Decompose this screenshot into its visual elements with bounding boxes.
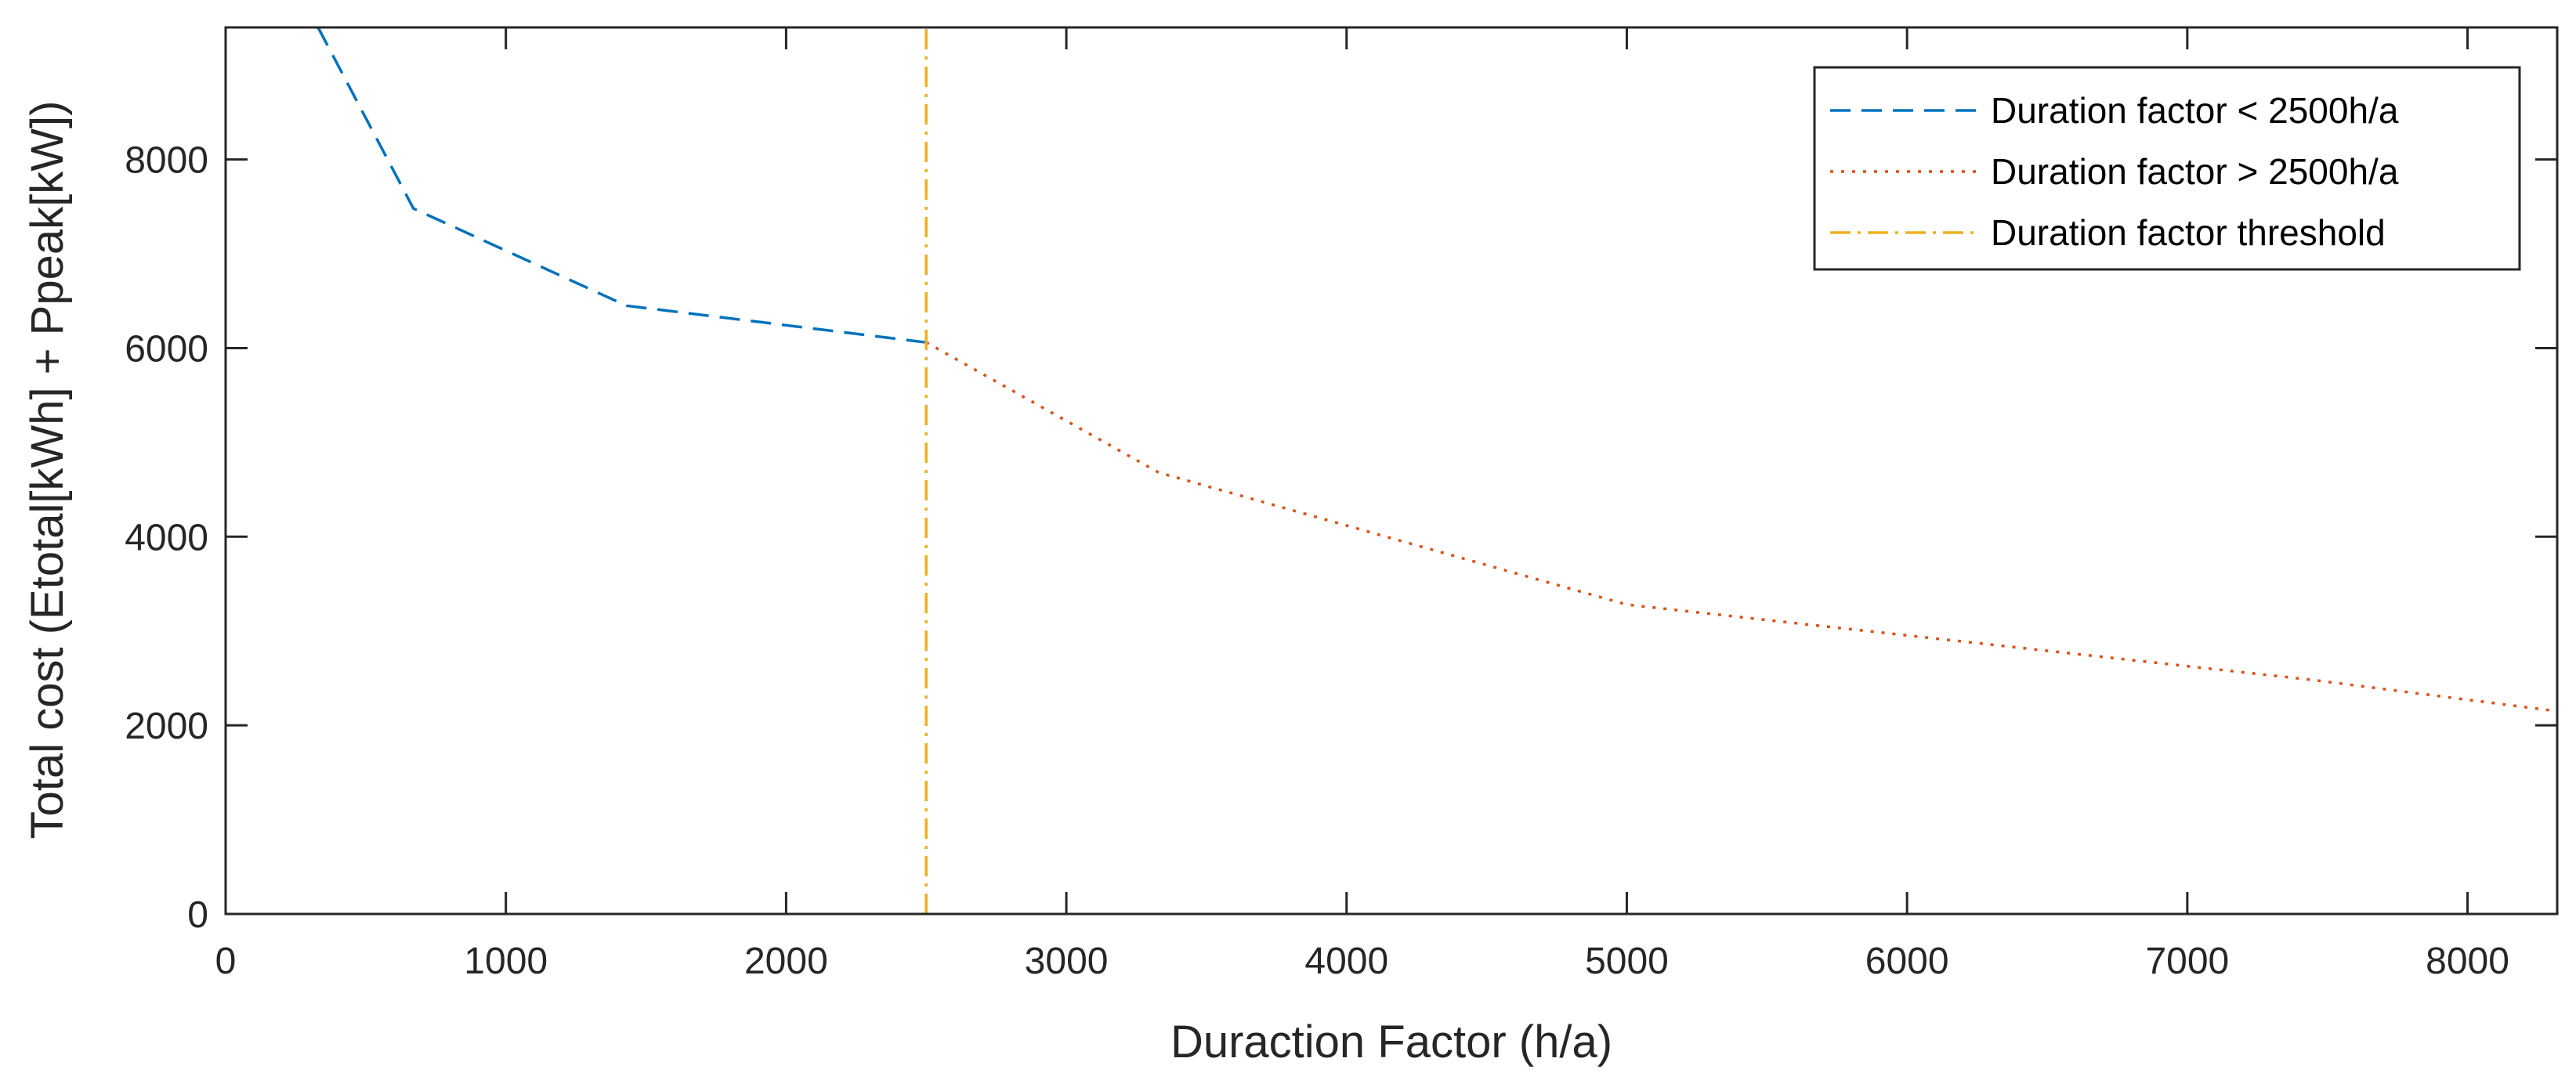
x-tick-label: 1000 bbox=[464, 941, 548, 982]
legend-box bbox=[1813, 66, 2521, 271]
x-tick-label: 5000 bbox=[1585, 941, 1669, 982]
x-tick-label: 0 bbox=[215, 941, 237, 982]
legend-label-below-2500: Duration factor < 2500h/a bbox=[1991, 90, 2399, 131]
y-tick-label: 4000 bbox=[125, 517, 208, 558]
series-line-duration-factor-2500h-a bbox=[317, 27, 927, 344]
legend-label-threshold: Duration factor threshold bbox=[1991, 212, 2386, 253]
x-tick-label: 4000 bbox=[1304, 941, 1388, 982]
x-axis-title: Duraction Factor (h/a) bbox=[1170, 1017, 1612, 1067]
series-line-duration-factor-2500h-a bbox=[925, 341, 2558, 713]
y-tick-label: 8000 bbox=[125, 140, 208, 182]
x-tick-label: 6000 bbox=[1865, 941, 1949, 982]
ticks-layer: 0 1000 2000 3000 4000 5000 6000 7000 8000 0 2000 40… bbox=[125, 27, 2557, 982]
x-tick-label: 3000 bbox=[1025, 941, 1109, 982]
y-tick-label: 0 bbox=[187, 894, 208, 936]
y-axis-title: Total cost (Etotal[kWh] + Ppeak[kW]) bbox=[22, 101, 73, 840]
y-tick-label: 2000 bbox=[125, 706, 208, 747]
x-tick-label: 2000 bbox=[744, 941, 828, 982]
legend-label-above-2500: Duration factor > 2500h/a bbox=[1991, 151, 2399, 192]
series-layer bbox=[317, 27, 2558, 914]
y-tick-label: 6000 bbox=[125, 328, 208, 370]
x-tick-label: 8000 bbox=[2426, 941, 2509, 982]
axes-box bbox=[224, 26, 2559, 916]
x-tick-label: 7000 bbox=[2145, 941, 2229, 982]
legend: Duration factor < 2500h/a Duration facto… bbox=[1813, 66, 2521, 271]
